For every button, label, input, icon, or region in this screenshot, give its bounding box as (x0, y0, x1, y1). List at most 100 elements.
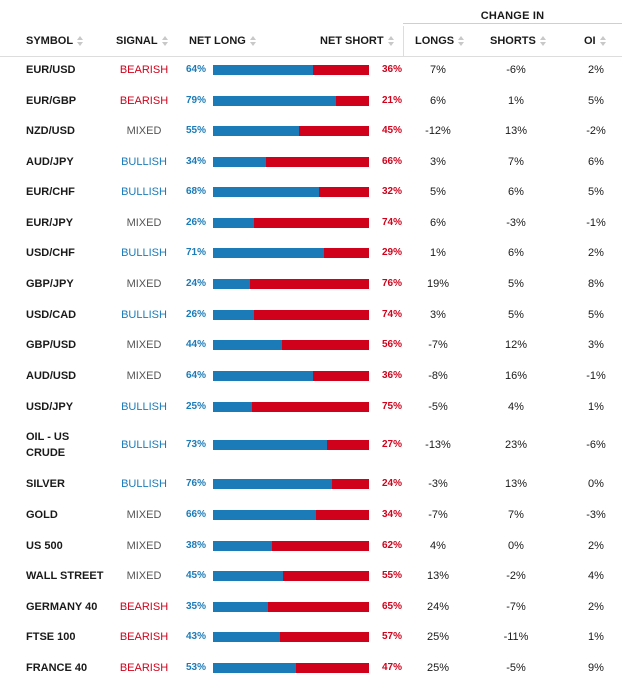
sentiment-bar (213, 371, 369, 381)
change-shorts-cell: -2% (506, 570, 526, 582)
sentiment-bar (213, 402, 369, 412)
sort-icon[interactable] (539, 35, 547, 47)
sentiment-bar (213, 479, 369, 489)
signal-cell: MIXED (126, 540, 162, 552)
symbol-cell: WALL STREET (26, 570, 104, 582)
change-shorts-cell: 1% (508, 95, 524, 107)
net-short-bar (332, 479, 369, 489)
net-short-bar (283, 571, 369, 581)
net-long-bar (213, 187, 319, 197)
change-shorts-cell: 7% (508, 509, 524, 521)
net-short-bar (319, 187, 369, 197)
net-long-bar (213, 126, 299, 136)
net-short-bar (272, 541, 369, 551)
change-shorts-cell: 13% (504, 478, 528, 490)
change-longs-cell: 5% (430, 186, 446, 198)
sentiment-bar (213, 440, 369, 450)
net-short-value: 74% (381, 309, 402, 320)
net-long-bar (213, 371, 313, 381)
net-long-bar (213, 541, 272, 551)
net-long-value: 66% (185, 509, 206, 520)
sort-icon[interactable] (387, 35, 395, 47)
change-longs-cell: 6% (430, 217, 446, 229)
signal-cell: BEARISH (119, 95, 169, 107)
change-oi-cell: 8% (588, 278, 604, 290)
signal-cell: MIXED (126, 278, 162, 290)
net-long-bar (213, 479, 332, 489)
signal-cell: MIXED (126, 570, 162, 582)
sentiment-bar (213, 187, 369, 197)
change-longs-cell: 6% (430, 95, 446, 107)
header-longs[interactable]: LONGS (415, 26, 465, 56)
change-oi-cell: 5% (588, 95, 604, 107)
symbol-cell: GBP/JPY (26, 278, 74, 290)
net-long-value: 53% (185, 662, 206, 673)
symbol-cell: EUR/GBP (26, 95, 77, 107)
change-oi-cell: 5% (588, 309, 604, 321)
header-net-long[interactable]: NET LONG (189, 26, 257, 56)
signal-cell: BULLISH (121, 478, 167, 490)
symbol-cell: GOLD (26, 509, 58, 521)
header-net-short[interactable]: NET SHORT (320, 26, 395, 56)
sort-icon[interactable] (77, 35, 84, 47)
symbol-cell: SILVER (26, 478, 65, 490)
change-longs-cell: 13% (426, 570, 450, 582)
change-longs-cell: -8% (428, 370, 448, 382)
sort-icon[interactable] (599, 35, 607, 47)
change-shorts-cell: -6% (506, 64, 526, 76)
sentiment-bar (213, 510, 369, 520)
change-longs-cell: 7% (430, 64, 446, 76)
table-header: SYMBOL SIGNAL NET LONG NET SHORT LONGS S… (0, 26, 622, 57)
sentiment-bar (213, 279, 369, 289)
net-short-bar (254, 310, 369, 320)
net-long-bar (213, 96, 336, 106)
net-long-bar (213, 279, 250, 289)
net-long-bar (213, 340, 282, 350)
change-longs-cell: 3% (430, 309, 446, 321)
signal-cell: BULLISH (121, 156, 167, 168)
net-short-bar (282, 340, 369, 350)
header-shorts[interactable]: SHORTS (490, 26, 547, 56)
change-oi-cell: 2% (588, 601, 604, 613)
net-long-value: 68% (185, 186, 206, 197)
change-shorts-cell: -5% (506, 662, 526, 674)
header-net-long-label: NET LONG (189, 35, 246, 47)
sort-icon[interactable] (458, 35, 465, 47)
header-signal[interactable]: SIGNAL (116, 26, 169, 56)
net-short-bar (299, 126, 369, 136)
sort-icon[interactable] (161, 35, 169, 47)
change-longs-cell: -7% (428, 339, 448, 351)
net-long-value: 38% (185, 540, 206, 551)
net-short-value: 74% (381, 217, 402, 228)
header-symbol[interactable]: SYMBOL (26, 26, 84, 56)
net-long-value: 64% (185, 370, 206, 381)
change-oi-cell: -1% (586, 370, 606, 382)
sentiment-bar (213, 310, 369, 320)
net-short-bar (324, 248, 369, 258)
sort-icon[interactable] (249, 35, 257, 47)
net-long-value: 26% (185, 217, 206, 228)
signal-cell: BEARISH (119, 662, 169, 674)
change-longs-cell: 24% (426, 601, 450, 613)
change-longs-cell: -7% (428, 509, 448, 521)
symbol-cell: EUR/JPY (26, 217, 74, 229)
net-short-bar (266, 157, 369, 167)
net-short-value: 45% (381, 125, 402, 136)
net-long-bar (213, 663, 296, 673)
symbol-cell: GBP/USD (26, 339, 77, 351)
net-long-bar (213, 218, 254, 228)
header-symbol-label: SYMBOL (26, 35, 74, 47)
symbol-cell: AUD/JPY (26, 156, 74, 168)
header-oi[interactable]: OI (584, 26, 607, 56)
change-longs-cell: 3% (430, 156, 446, 168)
signal-cell: BEARISH (119, 64, 169, 76)
change-longs-cell: -5% (428, 401, 448, 413)
net-long-bar (213, 571, 283, 581)
net-short-bar (250, 279, 369, 289)
net-short-value: 65% (381, 601, 402, 612)
net-long-value: 34% (185, 156, 206, 167)
signal-cell: BEARISH (119, 601, 169, 613)
net-long-value: 55% (185, 125, 206, 136)
symbol-cell: GERMANY 40 (26, 601, 98, 613)
net-long-bar (213, 440, 327, 450)
